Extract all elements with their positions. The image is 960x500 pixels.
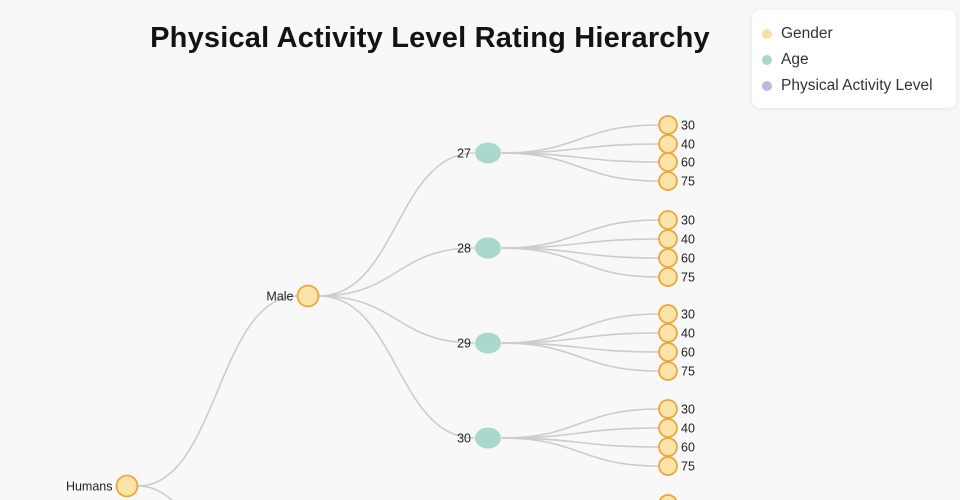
legend-swatch-gender [762, 28, 772, 39]
tree-link [318, 247, 475, 297]
tree-node-label: 30 [681, 213, 695, 227]
tree-node-label: 75 [681, 270, 695, 284]
tree-node-60[interactable] [658, 152, 678, 172]
tree-node-Humans[interactable] [115, 474, 139, 498]
tree-node-label: 75 [681, 174, 695, 188]
legend-item-age[interactable]: Age [762, 50, 944, 69]
tree-node-label: 28 [457, 241, 471, 255]
tree-link [501, 238, 659, 249]
tree-link [501, 152, 659, 182]
tree-node-75[interactable] [658, 267, 678, 287]
tree-link [137, 295, 298, 487]
tree-node-40[interactable] [658, 229, 678, 249]
legend-item-activity[interactable]: Physical Activity Level [762, 76, 944, 95]
tree-node-75[interactable] [658, 361, 678, 381]
tree-link [318, 152, 475, 297]
tree-node-75[interactable] [658, 456, 678, 476]
tree-link [318, 295, 475, 439]
tree-node-label: 40 [681, 232, 695, 246]
legend-item-gender[interactable]: Gender [762, 24, 944, 43]
legend-swatch-activity [762, 80, 772, 91]
tree-node-30[interactable] [658, 304, 678, 324]
tree-node-label: 30 [681, 402, 695, 416]
tree-node-28[interactable] [475, 237, 501, 259]
tree-node-label: Male [266, 289, 293, 303]
tree-node-40[interactable] [658, 418, 678, 438]
tree-node-label: 40 [681, 326, 695, 340]
tree-node-60[interactable] [658, 437, 678, 457]
legend-label: Physical Activity Level [781, 77, 933, 94]
tree-node-30[interactable] [658, 399, 678, 419]
tree-node-label: Humans [66, 479, 113, 493]
tree-node-label: 75 [681, 364, 695, 378]
tree-link [501, 332, 659, 344]
tree-node-label: 60 [681, 251, 695, 265]
tree-node-label: 75 [681, 459, 695, 473]
tree-node-label: 30 [681, 307, 695, 321]
tree-node-30[interactable] [475, 427, 501, 449]
legend-label: Age [781, 51, 809, 68]
legend-label: Gender [781, 25, 833, 42]
tree-node-label: 60 [681, 440, 695, 454]
tree-node-label: 29 [457, 336, 471, 350]
tree-link [318, 295, 475, 344]
tree-node-label: 60 [681, 345, 695, 359]
tree-node-label: 30 [681, 118, 695, 132]
tree-node-label: 30 [457, 431, 471, 445]
tree-node-30[interactable] [658, 115, 678, 135]
tree-node-40[interactable] [658, 323, 678, 343]
legend-swatch-age [762, 54, 772, 65]
legend: Gender Age Physical Activity Level [752, 10, 956, 108]
tree-node-27[interactable] [475, 142, 501, 164]
tree-node-label: 40 [681, 421, 695, 435]
tree-link [501, 342, 659, 372]
tree-link [501, 427, 659, 439]
tree-node-30[interactable] [658, 210, 678, 230]
tree-link [501, 247, 659, 278]
tree-node-40[interactable] [658, 134, 678, 154]
tree-link [137, 485, 173, 500]
tree-node-Male[interactable] [296, 284, 320, 308]
tree-node-label: 27 [457, 146, 471, 160]
tree-node-29[interactable] [475, 332, 501, 354]
tree-node-label: 40 [681, 137, 695, 151]
tree-link [501, 437, 659, 467]
tree-node-label: 60 [681, 155, 695, 169]
chart-title: Physical Activity Level Rating Hierarchy [150, 22, 710, 54]
tree-node-60[interactable] [658, 248, 678, 268]
tree-node-60[interactable] [658, 342, 678, 362]
tree-node-75[interactable] [658, 171, 678, 191]
tree-node-partial[interactable] [658, 494, 678, 500]
